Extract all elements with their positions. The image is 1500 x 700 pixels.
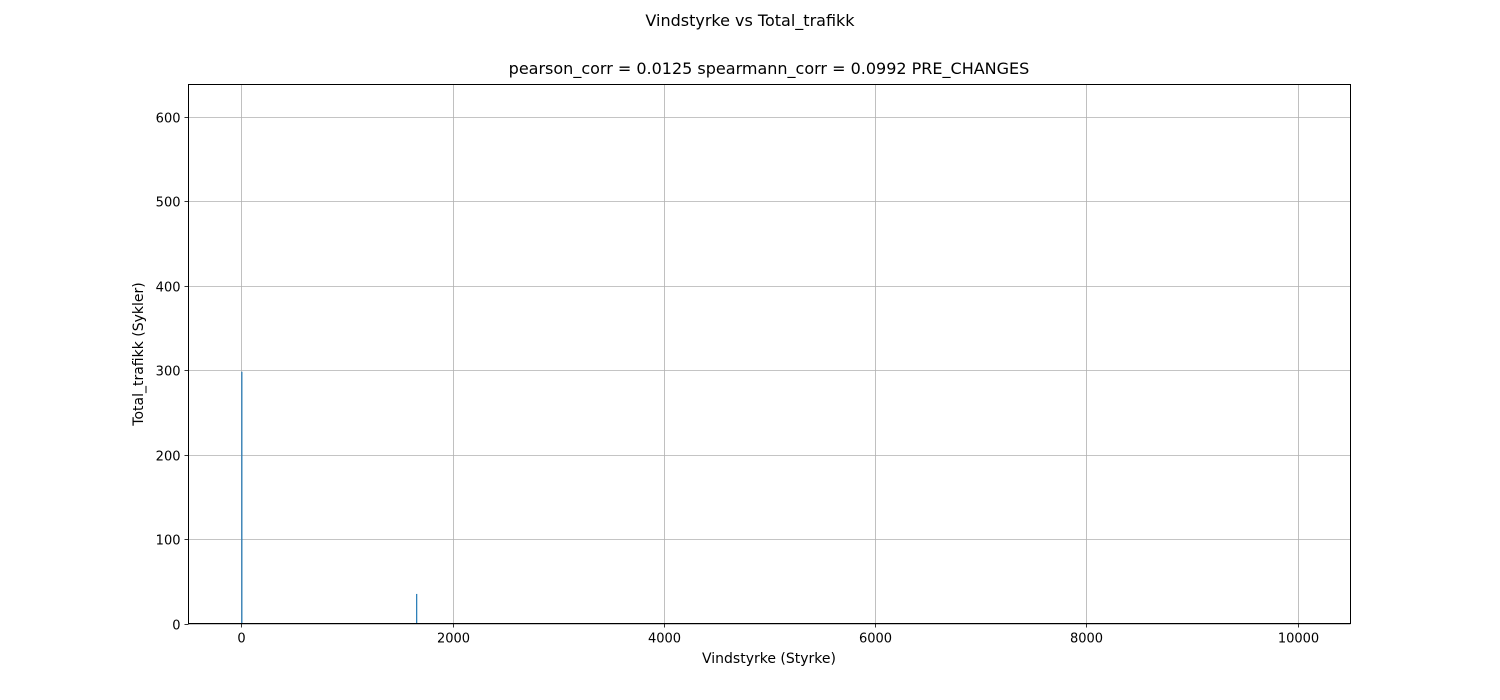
chart-title: pearson_corr = 0.0125 spearmann_corr = 0… bbox=[508, 59, 1030, 78]
bars-group bbox=[241, 371, 418, 624]
y-axis-label: Total_trafikk (Sykler) bbox=[131, 282, 147, 426]
grid-lines bbox=[188, 84, 1351, 625]
y-tick-label: 400 bbox=[156, 281, 181, 296]
x-tick-label: 10000 bbox=[1278, 632, 1319, 647]
y-tick-label: 500 bbox=[156, 196, 181, 211]
bar bbox=[416, 593, 418, 624]
y-tick-label: 300 bbox=[156, 365, 181, 380]
y-tick-label: 100 bbox=[156, 534, 181, 549]
x-axis-label: Vindstyrke (Styrke) bbox=[702, 651, 836, 667]
x-axis-ticks: 0 2000 4000 6000 8000 10000 bbox=[237, 623, 1319, 647]
x-tick-label: 4000 bbox=[648, 632, 681, 647]
y-tick-label: 600 bbox=[156, 112, 181, 127]
y-axis-ticks: 0 100 200 300 400 500 600 bbox=[156, 112, 189, 634]
y-tick-label: 0 bbox=[172, 619, 180, 634]
x-tick-label: 0 bbox=[237, 632, 245, 647]
bar bbox=[241, 371, 243, 624]
x-tick-label: 8000 bbox=[1070, 632, 1103, 647]
chart-suptitle: Vindstyrke vs Total_trafikk bbox=[645, 11, 855, 30]
x-tick-label: 6000 bbox=[859, 632, 892, 647]
x-tick-label: 2000 bbox=[437, 632, 470, 647]
y-tick-label: 200 bbox=[156, 450, 181, 465]
plot-frame bbox=[188, 84, 1351, 624]
